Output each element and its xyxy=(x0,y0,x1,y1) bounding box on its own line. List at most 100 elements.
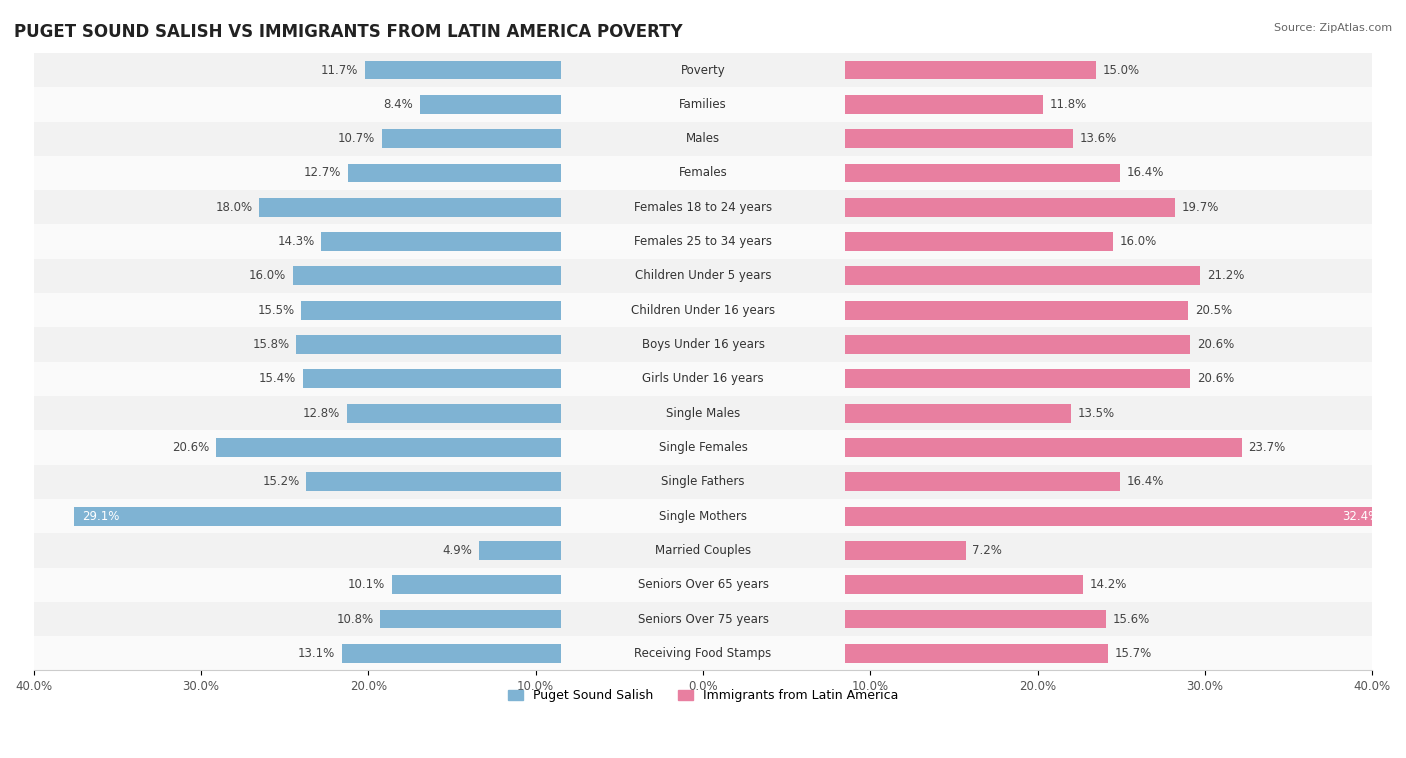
Bar xyxy=(322,232,561,251)
Text: 15.5%: 15.5% xyxy=(257,304,295,317)
Bar xyxy=(34,602,1372,636)
Bar xyxy=(478,541,561,560)
Bar xyxy=(34,431,1372,465)
Bar xyxy=(845,541,966,560)
Text: 20.6%: 20.6% xyxy=(172,441,209,454)
Text: 15.6%: 15.6% xyxy=(1114,612,1150,625)
Text: 10.7%: 10.7% xyxy=(337,132,375,146)
Bar xyxy=(34,258,1372,293)
Text: 11.7%: 11.7% xyxy=(321,64,359,77)
Text: Source: ZipAtlas.com: Source: ZipAtlas.com xyxy=(1274,23,1392,33)
Text: Receiving Food Stamps: Receiving Food Stamps xyxy=(634,647,772,659)
Text: Families: Families xyxy=(679,98,727,111)
Bar xyxy=(845,95,1043,114)
Text: 15.7%: 15.7% xyxy=(1115,647,1152,659)
Bar xyxy=(73,506,561,525)
Text: Children Under 16 years: Children Under 16 years xyxy=(631,304,775,317)
Text: 8.4%: 8.4% xyxy=(384,98,413,111)
Text: 12.7%: 12.7% xyxy=(304,167,342,180)
Text: 16.0%: 16.0% xyxy=(1119,235,1157,248)
Bar xyxy=(34,156,1372,190)
Text: 12.8%: 12.8% xyxy=(302,406,340,420)
Text: 20.6%: 20.6% xyxy=(1197,338,1234,351)
Bar xyxy=(420,95,561,114)
Bar xyxy=(304,369,561,388)
Text: Females 18 to 24 years: Females 18 to 24 years xyxy=(634,201,772,214)
Legend: Puget Sound Salish, Immigrants from Latin America: Puget Sound Salish, Immigrants from Lati… xyxy=(503,684,903,707)
Bar xyxy=(34,293,1372,327)
Bar xyxy=(297,335,561,354)
Bar xyxy=(301,301,561,320)
Bar xyxy=(346,404,561,423)
Text: 13.6%: 13.6% xyxy=(1080,132,1116,146)
Text: 14.2%: 14.2% xyxy=(1090,578,1128,591)
Bar xyxy=(845,404,1071,423)
Text: 16.4%: 16.4% xyxy=(1126,475,1164,488)
Text: 15.4%: 15.4% xyxy=(259,372,297,385)
Bar xyxy=(34,465,1372,499)
Text: Females 25 to 34 years: Females 25 to 34 years xyxy=(634,235,772,248)
Text: 7.2%: 7.2% xyxy=(973,544,1002,557)
Text: 29.1%: 29.1% xyxy=(82,509,120,522)
Text: 19.7%: 19.7% xyxy=(1181,201,1219,214)
Bar xyxy=(845,438,1241,457)
Text: 15.0%: 15.0% xyxy=(1102,64,1140,77)
Bar xyxy=(307,472,561,491)
Text: Children Under 5 years: Children Under 5 years xyxy=(634,269,772,283)
Text: 13.1%: 13.1% xyxy=(298,647,335,659)
Bar xyxy=(845,198,1175,217)
Bar xyxy=(34,636,1372,671)
Bar xyxy=(845,335,1189,354)
Bar xyxy=(34,499,1372,533)
Text: Boys Under 16 years: Boys Under 16 years xyxy=(641,338,765,351)
Text: Girls Under 16 years: Girls Under 16 years xyxy=(643,372,763,385)
Text: Males: Males xyxy=(686,132,720,146)
Text: 32.4%: 32.4% xyxy=(1341,509,1379,522)
Text: 14.3%: 14.3% xyxy=(277,235,315,248)
Bar xyxy=(845,164,1119,183)
Text: Single Males: Single Males xyxy=(666,406,740,420)
Text: 16.4%: 16.4% xyxy=(1126,167,1164,180)
Text: Single Mothers: Single Mothers xyxy=(659,509,747,522)
Text: 10.8%: 10.8% xyxy=(336,612,374,625)
Bar xyxy=(845,61,1097,80)
Bar xyxy=(845,130,1073,148)
Bar xyxy=(34,121,1372,156)
Bar xyxy=(845,369,1189,388)
Text: Females: Females xyxy=(679,167,727,180)
Bar xyxy=(845,472,1119,491)
Text: Seniors Over 65 years: Seniors Over 65 years xyxy=(637,578,769,591)
Bar xyxy=(366,61,561,80)
Text: 20.5%: 20.5% xyxy=(1195,304,1232,317)
Text: Married Couples: Married Couples xyxy=(655,544,751,557)
Bar xyxy=(845,267,1201,285)
Text: 21.2%: 21.2% xyxy=(1206,269,1244,283)
Bar xyxy=(34,533,1372,568)
Text: Single Fathers: Single Fathers xyxy=(661,475,745,488)
Bar xyxy=(34,53,1372,87)
Bar xyxy=(845,644,1108,662)
Text: 13.5%: 13.5% xyxy=(1078,406,1115,420)
Bar xyxy=(34,568,1372,602)
Bar xyxy=(292,267,561,285)
Bar xyxy=(34,362,1372,396)
Bar xyxy=(34,190,1372,224)
Bar xyxy=(349,164,561,183)
Bar xyxy=(34,224,1372,258)
Text: 20.6%: 20.6% xyxy=(1197,372,1234,385)
Text: 10.1%: 10.1% xyxy=(347,578,385,591)
Text: PUGET SOUND SALISH VS IMMIGRANTS FROM LATIN AMERICA POVERTY: PUGET SOUND SALISH VS IMMIGRANTS FROM LA… xyxy=(14,23,683,41)
Text: 18.0%: 18.0% xyxy=(215,201,253,214)
Bar xyxy=(217,438,561,457)
Bar xyxy=(392,575,561,594)
Text: 16.0%: 16.0% xyxy=(249,269,287,283)
Bar xyxy=(845,609,1107,628)
Bar xyxy=(845,506,1388,525)
Bar xyxy=(34,87,1372,121)
Text: 4.9%: 4.9% xyxy=(441,544,472,557)
Bar xyxy=(380,609,561,628)
Bar xyxy=(381,130,561,148)
Text: Poverty: Poverty xyxy=(681,64,725,77)
Bar xyxy=(342,644,561,662)
Text: 11.8%: 11.8% xyxy=(1049,98,1087,111)
